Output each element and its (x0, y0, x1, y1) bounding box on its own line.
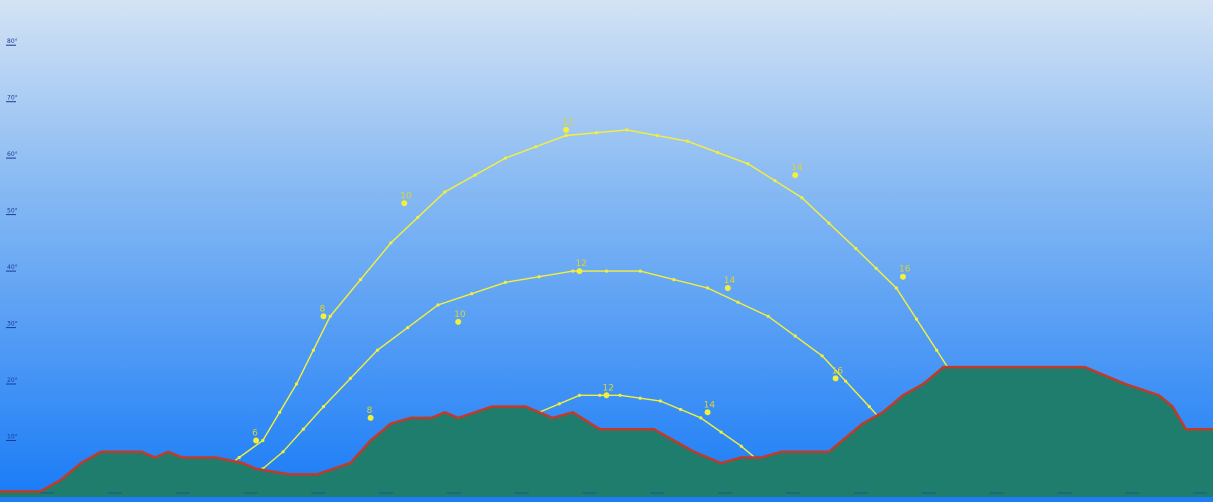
sun-path-dot (638, 396, 642, 400)
hour-label: 10 (454, 310, 466, 320)
terrain-fill (0, 367, 1213, 497)
sun-path-dot (867, 405, 871, 409)
hour-label: 10 (400, 191, 412, 201)
sun-path-dot (820, 354, 824, 358)
hour-label: 6 (252, 429, 258, 439)
y-tick-label: 70° (7, 95, 18, 102)
y-tick-label: 10° (7, 434, 18, 441)
sun-path-dot (301, 427, 305, 431)
sun-path-dot (699, 416, 703, 420)
sun-path-dot (874, 266, 878, 270)
hour-label: 12 (576, 259, 587, 269)
sun-path-dot (348, 376, 352, 380)
sun-path-dot (321, 405, 326, 409)
sun-path-dot (261, 438, 265, 443)
y-axis: 10° 20° 30° 40° 50° 60° 70° 80° (6, 38, 18, 441)
sun-path-dot (894, 286, 898, 290)
sun-path-dot (655, 133, 659, 138)
y-tick-label: 40° (7, 264, 18, 271)
sun-path-dot (604, 269, 609, 273)
sun-path-dot (278, 410, 282, 414)
hour-marker (455, 318, 462, 325)
hour-marker (603, 392, 610, 399)
sun-path-dot (739, 444, 743, 448)
sun-path-dot (436, 303, 440, 307)
sun-path-dot (443, 190, 447, 194)
sun-path-dot (685, 139, 690, 143)
sun-path-dot (537, 275, 541, 279)
sun-path-dot (844, 379, 848, 383)
hour-label: 12 (562, 118, 573, 128)
hour-label: 14 (791, 163, 803, 173)
hour-marker (253, 437, 260, 444)
hour-marker (563, 126, 570, 133)
sun-path-dot (773, 179, 777, 183)
sun-path-dot (281, 450, 285, 454)
sun-path-dot (294, 382, 299, 386)
sun-path-dot (598, 393, 602, 397)
sun-path-dot (914, 317, 919, 321)
sun-path-dot (618, 393, 622, 397)
hour-label: 8 (320, 304, 326, 314)
y-tick-label: 80° (7, 38, 18, 45)
sun-path-dot (638, 269, 642, 273)
sun-path-dot (389, 241, 393, 245)
sun-path-dot (577, 393, 582, 397)
hour-marker (320, 313, 327, 320)
sun-path-dot (594, 131, 599, 135)
sun-path-dot (406, 326, 410, 330)
sun-path-dot (237, 455, 241, 460)
hour-marker (792, 172, 799, 179)
sun-path-dot (564, 133, 568, 138)
hour-label: 14 (724, 276, 736, 286)
sun-path-dot (800, 196, 804, 200)
sun-path-dot (719, 430, 723, 434)
sun-path-dot (358, 278, 363, 282)
sun-path-dot (503, 156, 507, 160)
sun-path-dot (470, 292, 474, 296)
sun-path-dot (658, 399, 663, 403)
sun-path-dot (746, 162, 750, 166)
sun-path-dot (679, 407, 683, 412)
y-tick-label: 50° (7, 208, 18, 215)
sun-path-dot (311, 348, 315, 352)
hour-label: 8 (367, 406, 373, 416)
hour-label: 12 (603, 383, 614, 393)
hour-marker (724, 285, 731, 291)
sun-path-dot (416, 215, 420, 219)
sun-path-dot (706, 286, 710, 290)
hour-marker (576, 268, 583, 275)
y-tick-label: 20° (7, 377, 18, 384)
sun-path-dot (328, 314, 332, 318)
hour-label: 16 (832, 366, 844, 376)
hour-marker (367, 414, 374, 421)
hour-label: 16 (899, 265, 911, 275)
sun-path-dot (534, 145, 538, 149)
sun-path-dot (736, 300, 740, 304)
hour-marker (704, 409, 711, 416)
sun-path-dot (716, 150, 720, 155)
sun-path-dot (503, 280, 507, 284)
sun-path-dot (766, 314, 770, 318)
sun-path-dot (854, 246, 858, 251)
sun-path-dot (375, 348, 379, 352)
sun-path-dot (557, 402, 561, 406)
sun-path-dot (793, 334, 797, 338)
hour-marker (401, 200, 408, 207)
sun-path-dot (672, 278, 676, 282)
hour-label: 14 (704, 400, 716, 410)
hour-marker (832, 375, 839, 382)
terrain (0, 365, 1213, 497)
sun-path-dot (935, 348, 939, 352)
horizon-outline (0, 365, 1213, 493)
hour-marker (900, 273, 906, 280)
y-tick-label: 30° (7, 321, 18, 328)
sun-path-dot (571, 269, 575, 273)
y-tick-label: 60° (7, 151, 18, 158)
sun-path-dot (473, 173, 477, 177)
sun-path-dot (827, 221, 831, 225)
sun-path-dot (625, 128, 629, 132)
